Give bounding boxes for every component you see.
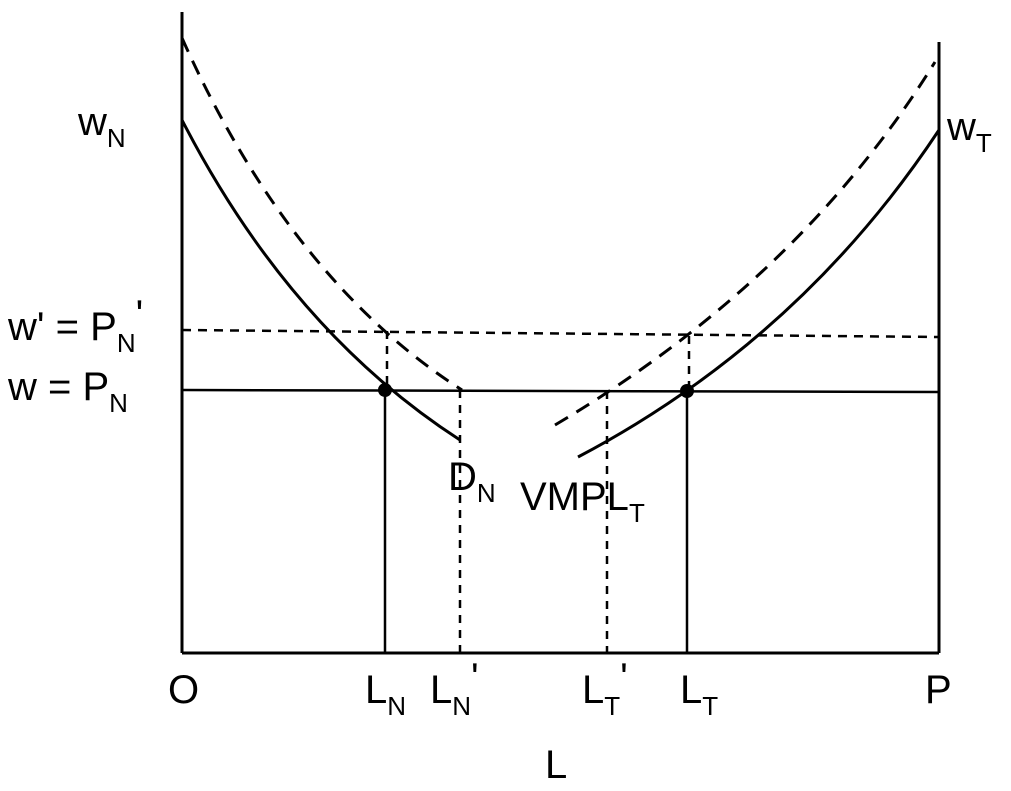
traded-equilibrium-point (680, 384, 694, 398)
new-wage-label: w' = PN' (7, 293, 143, 358)
initial-wage-line (181, 388, 940, 394)
nontraded-equilibrium-point (378, 383, 392, 397)
lt-new-tick-label: LT' (582, 656, 628, 721)
lt-initial-tick-label: LT (680, 668, 718, 721)
left-axis-top-label: wN (77, 100, 126, 153)
ln-initial-tick-label: LN (365, 668, 406, 721)
nontraded-demand-curve (180, 119, 461, 442)
x-axis-title: L (545, 743, 567, 787)
ln-new-tick-label: LN' (430, 656, 479, 721)
initial-wage-label: w = PN (7, 365, 128, 418)
shifted-traded-vmpl-curve (554, 61, 937, 427)
right-origin-label: P (925, 668, 952, 712)
traded-vmpl-label: VMPLT (520, 475, 645, 528)
right-axis-top-label: wT (946, 105, 992, 158)
new-wage-line (181, 328, 940, 339)
traded-vmpl-curve (577, 129, 941, 459)
left-origin-label: O (168, 668, 199, 712)
nontraded-demand-label: DN (448, 455, 496, 508)
shifted-nontraded-demand-curve (180, 37, 463, 392)
